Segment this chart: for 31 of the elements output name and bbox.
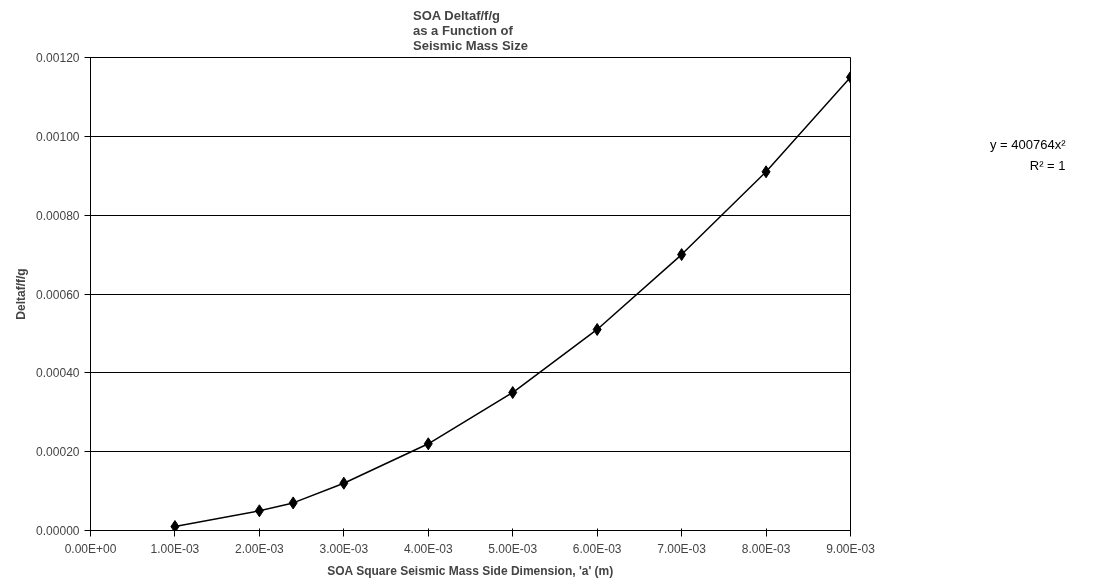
point [592,322,602,336]
x-tick-label: 6.00E-03 [572,541,622,556]
x-tick-label: 2.00E-03 [235,541,285,556]
point [423,437,433,451]
x-tick-label: 7.00E-03 [657,541,707,556]
x-tick-label: 4.00E-03 [403,541,453,556]
y-tick-label: 0.00120 [36,51,80,65]
x-axis-title: SOA Square Seismic Mass Side Dimension, 'a' (m) [327,563,614,578]
point [254,504,264,518]
point [508,386,518,400]
x-tick-label: 0.00E+00 [64,541,117,556]
text: y = 400764x² [989,137,1067,153]
y-axis-title: Deltaf/f/g [14,268,29,320]
point [339,476,349,490]
y-tick-label: 0.00020 [36,445,80,460]
text: R² = 1 [1029,158,1066,174]
y-tick-label: 0.00080 [36,208,80,223]
y-tick-label: 0.00100 [36,129,80,144]
y-tick-label: 0.00060 [36,287,80,302]
x-tick-label: 9.00E-03 [826,541,876,556]
point [170,520,180,531]
x-tick-label: 1.00E-03 [150,541,200,556]
chart-title: SOA Deltaf/f/g as a Function of Seismic Mass Size [413,7,528,53]
y-tick-label: 0.00000 [36,524,80,538]
point [288,496,298,510]
point [761,165,771,179]
y-tick-label: 0.00040 [36,366,80,381]
x-tick-label: 3.00E-03 [319,541,369,556]
x-tick-label: 8.00E-03 [741,541,791,556]
x-tick-label: 5.00E-03 [488,541,538,556]
point [677,248,687,262]
